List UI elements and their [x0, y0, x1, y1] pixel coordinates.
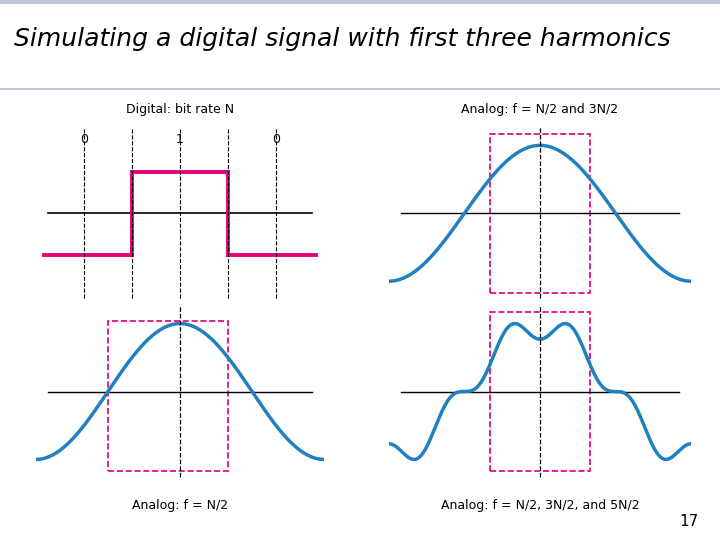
- Text: 0: 0: [272, 133, 280, 146]
- Bar: [108, 321, 228, 471]
- Text: Simulating a digital signal with first three harmonics: Simulating a digital signal with first t…: [14, 27, 671, 51]
- Text: 1: 1: [176, 133, 184, 146]
- Text: Digital: bit rate N: Digital: bit rate N: [126, 103, 234, 116]
- Text: Analog: f = N/2 and 3N/2: Analog: f = N/2 and 3N/2: [462, 103, 618, 116]
- Text: 17: 17: [679, 514, 698, 529]
- Text: Analog: f = N/2: Analog: f = N/2: [132, 500, 228, 512]
- Bar: [490, 312, 590, 471]
- Text: 0: 0: [80, 133, 88, 146]
- Text: Analog: f = N/2, 3N/2, and 5N/2: Analog: f = N/2, 3N/2, and 5N/2: [441, 500, 639, 512]
- Bar: [490, 133, 590, 293]
